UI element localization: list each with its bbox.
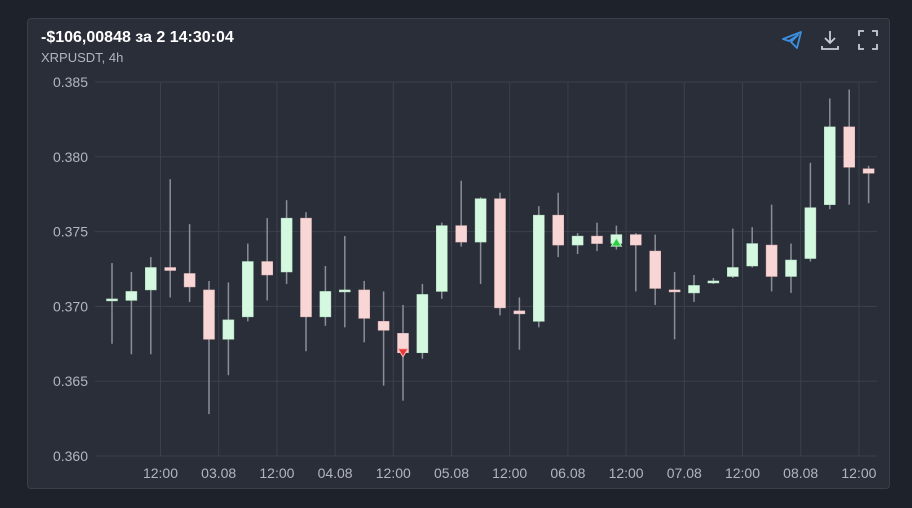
y-tick-label: 0.360 bbox=[53, 448, 88, 464]
x-tick-label: 05.08 bbox=[434, 465, 469, 481]
candle-body bbox=[183, 273, 196, 288]
candle-body bbox=[668, 289, 681, 293]
candle-body bbox=[746, 243, 758, 267]
y-tick-label: 0.380 bbox=[53, 149, 88, 165]
x-tick-label: 12:00 bbox=[841, 465, 876, 481]
candle-body bbox=[106, 298, 118, 302]
candle-body bbox=[455, 225, 467, 243]
x-tick-label: 12:00 bbox=[376, 465, 411, 481]
candle-body bbox=[494, 198, 506, 309]
grid bbox=[95, 81, 877, 457]
candle-body bbox=[630, 234, 642, 246]
candle-body bbox=[203, 289, 215, 340]
candles bbox=[106, 89, 875, 415]
fullscreen-icon[interactable] bbox=[855, 27, 881, 53]
candle-body bbox=[164, 267, 176, 271]
telegram-icon[interactable] bbox=[779, 27, 805, 53]
x-tick-label: 12:00 bbox=[609, 465, 644, 481]
buy-marker bbox=[610, 237, 623, 247]
x-tick-label: 08.08 bbox=[783, 465, 818, 481]
symbol-subtitle: XRPUSDT, 4h bbox=[41, 50, 124, 65]
candle-body bbox=[785, 259, 797, 277]
candle-body bbox=[358, 289, 370, 319]
x-tick-label: 07.08 bbox=[667, 465, 702, 481]
candle-body bbox=[804, 207, 817, 259]
candle-body bbox=[591, 235, 603, 244]
candle-body bbox=[222, 319, 235, 340]
candle-body bbox=[707, 280, 720, 284]
candle-body bbox=[436, 225, 448, 292]
x-tick-label: 06.08 bbox=[550, 465, 585, 481]
candle-body bbox=[552, 214, 564, 246]
axes: 0.385 0.380 0.375 0.370 0.365 0.360 12:00 03.08… bbox=[53, 74, 877, 481]
candle-body bbox=[824, 126, 836, 205]
candle-body bbox=[513, 310, 526, 315]
trade-markers bbox=[397, 237, 623, 358]
x-tick-label: 12:00 bbox=[259, 465, 294, 481]
x-tick-label: 12:00 bbox=[143, 465, 178, 481]
candle-body bbox=[862, 168, 875, 174]
candle-body bbox=[377, 321, 390, 331]
candle-body bbox=[319, 291, 332, 318]
candle-body bbox=[688, 285, 700, 294]
x-tick-label: 12:00 bbox=[725, 465, 760, 481]
chart-toolbar bbox=[779, 27, 881, 53]
candle-body bbox=[727, 267, 739, 277]
x-tick-label: 04.08 bbox=[318, 465, 353, 481]
candle-body bbox=[474, 198, 487, 243]
pnl-title: -$106,00848 за 2 14:30:04 bbox=[41, 29, 234, 46]
sell-marker bbox=[397, 348, 409, 358]
candle-body bbox=[416, 294, 429, 354]
candle-body bbox=[533, 214, 545, 322]
candle-body bbox=[280, 217, 293, 273]
y-tick-label: 0.370 bbox=[53, 298, 88, 314]
x-tick-label: 12:00 bbox=[492, 465, 527, 481]
y-tick-label: 0.375 bbox=[53, 224, 88, 240]
candle-body bbox=[339, 289, 351, 293]
candle-body bbox=[125, 291, 138, 301]
candle-body bbox=[145, 267, 157, 291]
download-icon[interactable] bbox=[817, 27, 843, 53]
candle-body bbox=[261, 261, 273, 276]
candle-body bbox=[300, 217, 312, 318]
candle-body bbox=[765, 244, 778, 277]
y-tick-label: 0.385 bbox=[53, 74, 88, 90]
candle-body bbox=[242, 261, 254, 318]
candle-body bbox=[649, 250, 661, 289]
candle-body bbox=[571, 235, 584, 246]
candle-body bbox=[843, 126, 855, 168]
y-tick-label: 0.365 bbox=[53, 373, 88, 389]
x-tick-label: 03.08 bbox=[201, 465, 236, 481]
